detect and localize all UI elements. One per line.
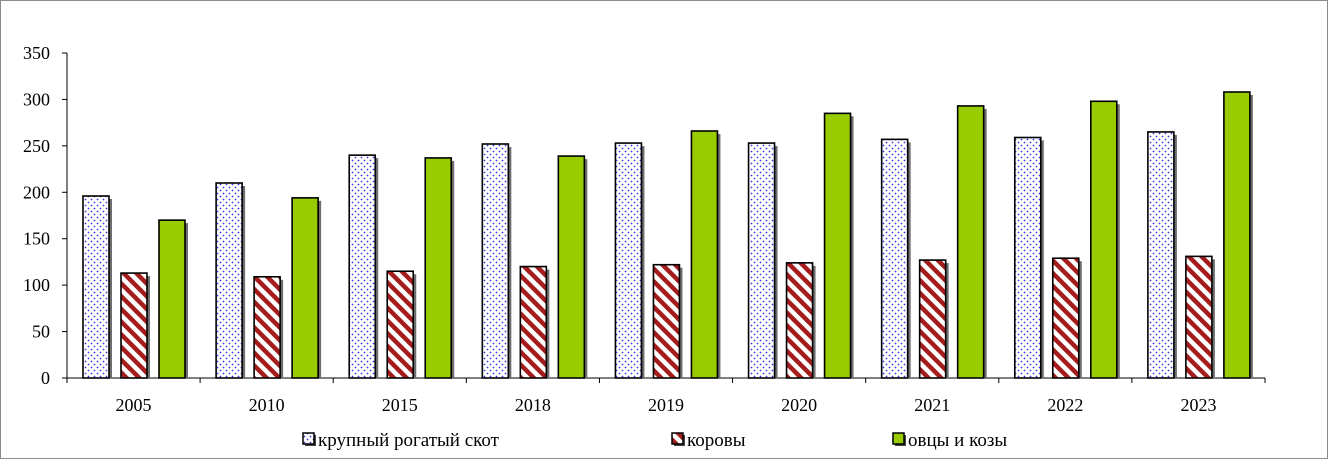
cows-bar bbox=[120, 272, 148, 379]
cattle-bar bbox=[880, 138, 909, 379]
x-tick-label: 2022 bbox=[1047, 395, 1083, 415]
cows-bar bbox=[1051, 257, 1080, 379]
sheep-goats-bar bbox=[1089, 100, 1118, 379]
cows-bar bbox=[918, 259, 947, 379]
legend-swatch bbox=[671, 432, 684, 445]
sheep-goats-bar bbox=[557, 155, 586, 379]
y-tick-label: 350 bbox=[23, 43, 50, 63]
cattle-bar bbox=[481, 143, 510, 379]
cattle-bar bbox=[82, 195, 110, 379]
legend-item-cattle: крупный рогатый скот bbox=[302, 430, 500, 451]
cattle-bar bbox=[1147, 131, 1175, 379]
cows-bar bbox=[652, 263, 681, 379]
x-tick-label: 2005 bbox=[116, 395, 152, 415]
y-tick-label: 200 bbox=[23, 182, 50, 202]
cattle-bar bbox=[747, 142, 776, 379]
legend-item-cows: коровы bbox=[671, 430, 746, 451]
sheep-goats-bar bbox=[956, 105, 985, 379]
bars bbox=[82, 91, 1253, 379]
legend-swatch bbox=[302, 432, 315, 445]
x-tick-label: 2010 bbox=[249, 395, 285, 415]
cattle-bar bbox=[614, 142, 643, 379]
y-tick-label: 0 bbox=[41, 368, 50, 388]
x-tick-label: 2023 bbox=[1180, 395, 1216, 415]
y-tick-label: 300 bbox=[23, 89, 50, 109]
legend-label: крупный рогатый скот bbox=[318, 430, 500, 451]
sheep-goats-bar bbox=[424, 157, 453, 379]
cows-bar bbox=[1185, 255, 1213, 379]
y-tick-label: 50 bbox=[32, 322, 50, 342]
cows-bar bbox=[519, 265, 548, 379]
x-tick-label: 2015 bbox=[382, 395, 418, 415]
sheep-goats-bar bbox=[1223, 91, 1251, 379]
sheep-goats-bar bbox=[823, 112, 852, 379]
y-tick-label: 150 bbox=[23, 229, 50, 249]
cows-bar bbox=[253, 275, 281, 379]
y-tick-label: 250 bbox=[23, 136, 50, 156]
cows-bar bbox=[785, 262, 814, 379]
cattle-bar bbox=[215, 182, 243, 379]
y-tick-label: 100 bbox=[23, 275, 50, 295]
cattle-bar bbox=[1013, 136, 1042, 379]
legend: крупный рогатый скот коровы овцы и козы bbox=[302, 430, 1007, 451]
sheep-goats-bar bbox=[690, 130, 719, 379]
x-tick-label: 2018 bbox=[515, 395, 551, 415]
legend-swatch bbox=[892, 432, 905, 445]
x-tick-label: 2021 bbox=[914, 395, 950, 415]
legend-item-sheep-goats: овцы и козы bbox=[892, 430, 1007, 451]
cattle-bar bbox=[348, 154, 377, 379]
legend-label: овцы и козы bbox=[908, 430, 1007, 451]
sheep-goats-bar bbox=[158, 219, 186, 379]
legend-label: коровы bbox=[687, 430, 746, 451]
x-tick-label: 2020 bbox=[781, 395, 817, 415]
x-tick-label: 2019 bbox=[648, 395, 684, 415]
sheep-goats-bar bbox=[291, 197, 319, 379]
cows-bar bbox=[386, 270, 415, 379]
